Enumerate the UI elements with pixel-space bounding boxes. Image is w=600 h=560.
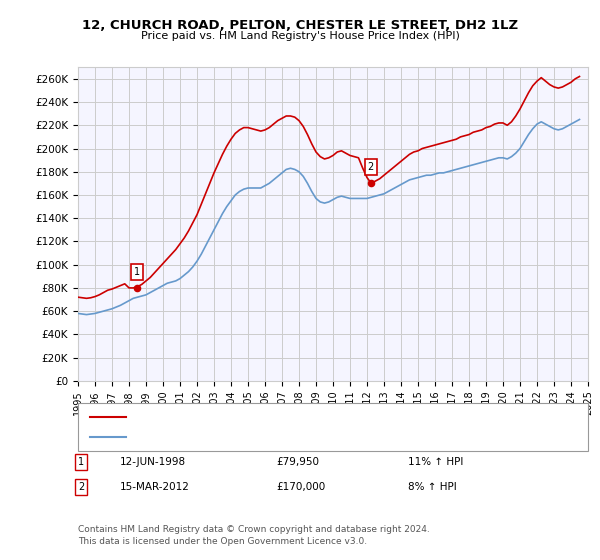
Text: Contains HM Land Registry data © Crown copyright and database right 2024.
This d: Contains HM Land Registry data © Crown c… [78, 525, 430, 546]
Text: 2: 2 [367, 162, 374, 172]
Text: 1: 1 [78, 457, 84, 467]
Text: £170,000: £170,000 [276, 482, 325, 492]
Text: 12, CHURCH ROAD, PELTON, CHESTER LE STREET, DH2 1LZ: 12, CHURCH ROAD, PELTON, CHESTER LE STRE… [82, 18, 518, 32]
Text: 2: 2 [78, 482, 84, 492]
Point [366, 179, 376, 188]
Text: 12-JUN-1998: 12-JUN-1998 [120, 457, 186, 467]
Text: HPI: Average price, detached house, County Durham: HPI: Average price, detached house, Coun… [132, 432, 390, 442]
Text: 15-MAR-2012: 15-MAR-2012 [120, 482, 190, 492]
Text: Price paid vs. HM Land Registry's House Price Index (HPI): Price paid vs. HM Land Registry's House … [140, 31, 460, 41]
Text: £79,950: £79,950 [276, 457, 319, 467]
Text: 12, CHURCH ROAD, PELTON, CHESTER LE STREET, DH2 1LZ (detached house): 12, CHURCH ROAD, PELTON, CHESTER LE STRE… [132, 412, 512, 422]
Text: 1: 1 [134, 267, 140, 277]
Text: 11% ↑ HPI: 11% ↑ HPI [408, 457, 463, 467]
Point [132, 283, 142, 292]
Text: 8% ↑ HPI: 8% ↑ HPI [408, 482, 457, 492]
